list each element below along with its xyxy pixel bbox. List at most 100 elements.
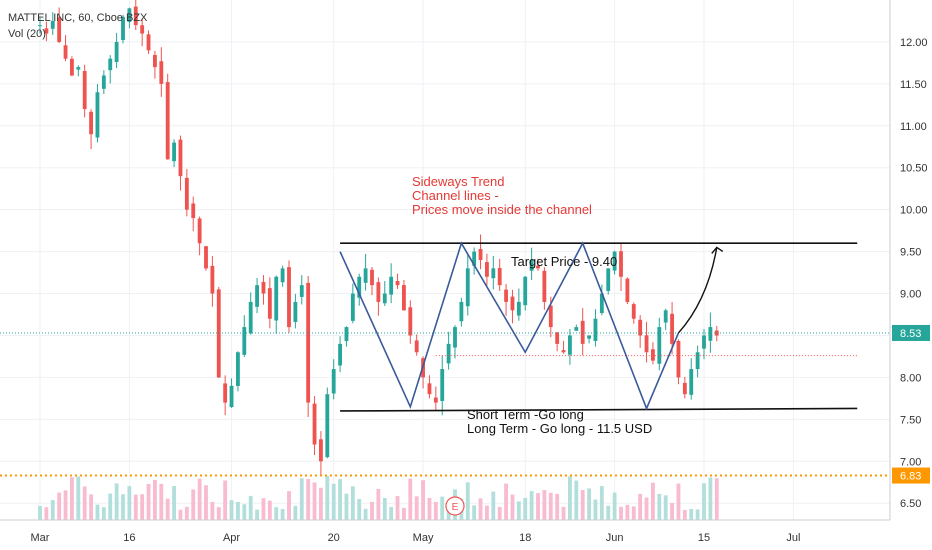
- target-price-label: Target Price - 9.40: [511, 254, 617, 269]
- volume-legend: Vol (20): [8, 28, 46, 40]
- volume-bar-55: [389, 507, 394, 520]
- candle-body-70: [485, 262, 489, 277]
- volume-bar-40: [293, 505, 298, 520]
- candle-body-56: [395, 281, 400, 286]
- volume-bar-51: [363, 508, 368, 520]
- volume-bar-97: [657, 493, 662, 520]
- volume-bar-81: [555, 493, 560, 520]
- volume-bar-54: [382, 497, 387, 520]
- volume-bar-72: [497, 506, 502, 520]
- volume-bar-38: [280, 508, 285, 520]
- candle-body-20: [165, 82, 170, 160]
- volume-bar-102: [689, 508, 694, 520]
- candle-body-25: [197, 218, 202, 244]
- volume-bar-71: [491, 491, 496, 520]
- price-axis[interactable]: 12.0011.5011.0010.5010.009.509.008.508.0…: [889, 0, 930, 520]
- candle-body-6: [76, 67, 81, 70]
- candle-body-24: [191, 203, 196, 219]
- volume-bar-19: [159, 483, 164, 520]
- candle-body-13: [121, 16, 125, 41]
- candle-body-86: [587, 335, 591, 339]
- volume-bar-95: [644, 497, 649, 520]
- volume-bar-27: [210, 501, 215, 520]
- volume-bar-77: [529, 491, 534, 520]
- candle-body-53: [376, 282, 381, 302]
- volume-bar-21: [172, 485, 176, 520]
- price-tick-0: 12.00: [900, 37, 928, 49]
- short-term-label: Short Term -Go long: [467, 407, 584, 422]
- volume-bar-92: [625, 504, 630, 520]
- candle-body-103: [695, 352, 700, 370]
- candle-body-14: [127, 8, 132, 22]
- volume-bar-84: [574, 480, 579, 520]
- volume-bar-96: [651, 482, 655, 520]
- volume-bar-35: [261, 498, 266, 520]
- volume-bar-11: [108, 493, 113, 520]
- volume-bar-86: [587, 488, 591, 520]
- time-tick-3: 20: [328, 532, 340, 544]
- candle-body-40: [293, 301, 298, 322]
- level-price-label: 6.83: [900, 471, 921, 483]
- volume-bar-9: [95, 504, 100, 520]
- sideways-title: Sideways Trend: [412, 174, 505, 189]
- volume-bar-25: [197, 478, 202, 520]
- candle-body-100: [676, 341, 681, 378]
- price-tick-5: 9.50: [900, 247, 921, 259]
- candle-body-39: [287, 267, 291, 328]
- volume-bars: [38, 475, 719, 520]
- candle-body-48: [344, 327, 349, 342]
- last-price-label: 8.53: [900, 328, 921, 340]
- candle-body-77: [529, 260, 534, 271]
- time-axis[interactable]: Mar 16 Apr 20 May 18 Jun 15 Jul: [0, 519, 890, 544]
- volume-bar-0: [38, 505, 42, 520]
- candle-body-10: [101, 75, 106, 89]
- candle-body-50: [357, 276, 362, 298]
- volume-bar-80: [548, 492, 553, 520]
- sideways-line-2: Channel lines -: [412, 188, 499, 203]
- earnings-badge[interactable]: E: [445, 496, 465, 516]
- volume-bar-29: [223, 480, 228, 520]
- volume-bar-90: [612, 492, 617, 520]
- candle-body-96: [651, 349, 655, 361]
- volume-bar-17: [146, 483, 151, 520]
- price-tick-1: 11.50: [900, 79, 927, 91]
- volume-bar-43: [312, 482, 317, 520]
- candle-body-23: [184, 177, 189, 210]
- candle-body-64: [446, 343, 451, 364]
- time-tick-1: 16: [123, 532, 135, 544]
- candle-body-28: [216, 289, 221, 378]
- candle-body-15: [133, 6, 138, 26]
- level-price-label-box: [892, 467, 930, 484]
- candle-body-41: [299, 285, 304, 297]
- volume-bar-15: [133, 494, 138, 520]
- target-arrow-head: [711, 246, 724, 254]
- volume-bar-20: [165, 498, 170, 520]
- candle-body-47: [338, 343, 342, 366]
- volume-bar-76: [523, 497, 528, 520]
- candle-body-55: [389, 276, 394, 295]
- earnings-badge-circle: [445, 496, 465, 516]
- candle-body-84: [574, 327, 579, 331]
- volume-bar-68: [472, 505, 477, 520]
- candle-body-18: [153, 54, 157, 68]
- volume-bar-87: [593, 499, 598, 520]
- candle-body-65: [453, 327, 457, 348]
- candle-body-19: [159, 61, 164, 84]
- volume-bar-37: [274, 507, 279, 520]
- candle-body-102: [689, 369, 694, 395]
- candle-body-73: [504, 289, 508, 302]
- time-tick-5: 18: [519, 532, 531, 544]
- volume-bar-23: [184, 506, 189, 520]
- candle-body-29: [223, 383, 228, 403]
- candle-body-59: [414, 340, 419, 353]
- candle-body-76: [523, 276, 528, 306]
- volume-bar-42: [306, 478, 311, 520]
- time-tick-2: Apr: [223, 532, 240, 544]
- volume-bar-18: [153, 479, 157, 520]
- volume-bar-91: [619, 506, 623, 520]
- volume-bar-94: [638, 493, 643, 520]
- candle-body-36: [267, 288, 272, 319]
- candle-body-72: [497, 268, 502, 286]
